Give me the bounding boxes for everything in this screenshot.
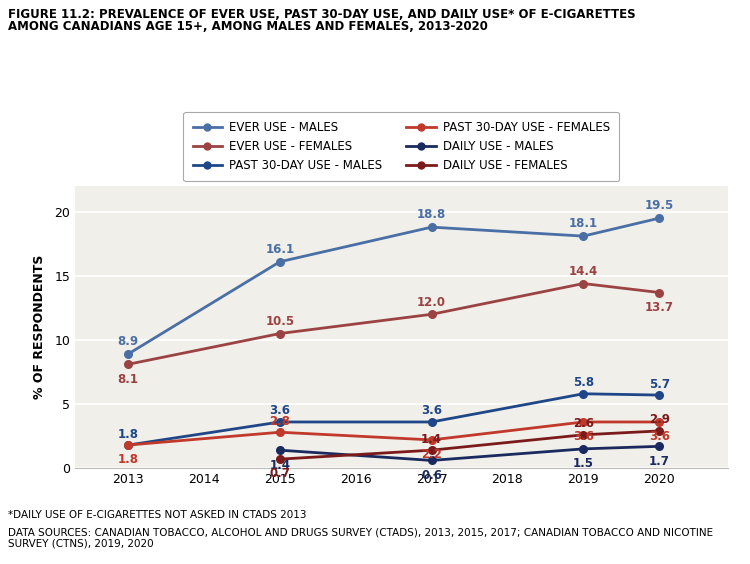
Y-axis label: % OF RESPONDENTS: % OF RESPONDENTS <box>33 255 46 399</box>
Text: *DAILY USE OF E-CIGARETTES NOT ASKED IN CTADS 2013: *DAILY USE OF E-CIGARETTES NOT ASKED IN … <box>8 510 306 521</box>
Legend: EVER USE - MALES, EVER USE - FEMALES, PAST 30-DAY USE - MALES, PAST 30-DAY USE -: EVER USE - MALES, EVER USE - FEMALES, PA… <box>183 112 620 182</box>
Text: 1.5: 1.5 <box>573 457 594 470</box>
Text: 18.8: 18.8 <box>417 208 446 222</box>
Text: 3.6: 3.6 <box>573 430 594 443</box>
Text: 13.7: 13.7 <box>645 301 674 314</box>
Text: 2.9: 2.9 <box>649 413 670 426</box>
Text: 1.4: 1.4 <box>269 459 290 472</box>
Text: 5.7: 5.7 <box>649 377 670 390</box>
Text: 5.8: 5.8 <box>573 376 594 389</box>
Text: 0.7: 0.7 <box>269 468 290 481</box>
Text: 1.4: 1.4 <box>421 433 442 446</box>
Text: DATA SOURCES: CANADIAN TOBACCO, ALCOHOL AND DRUGS SURVEY (CTADS), 2013, 2015, 20: DATA SOURCES: CANADIAN TOBACCO, ALCOHOL … <box>8 527 712 549</box>
Text: 0.6: 0.6 <box>421 469 442 482</box>
Text: AMONG CANADIANS AGE 15+, AMONG MALES AND FEMALES, 2013-2020: AMONG CANADIANS AGE 15+, AMONG MALES AND… <box>8 20 488 33</box>
Text: 1.8: 1.8 <box>118 428 139 440</box>
Text: 16.1: 16.1 <box>266 243 295 256</box>
Text: 1.8: 1.8 <box>118 453 139 466</box>
Text: 1.7: 1.7 <box>649 455 670 468</box>
Text: 2.2: 2.2 <box>422 448 442 461</box>
Text: 10.5: 10.5 <box>266 315 295 328</box>
Text: 2.8: 2.8 <box>269 415 290 428</box>
Text: 14.4: 14.4 <box>568 265 598 277</box>
Text: 8.9: 8.9 <box>118 335 139 348</box>
Text: 12.0: 12.0 <box>417 296 446 309</box>
Text: 19.5: 19.5 <box>644 200 674 213</box>
Text: FIGURE 11.2: PREVALENCE OF EVER USE, PAST 30-DAY USE, AND DAILY USE* OF E-CIGARE: FIGURE 11.2: PREVALENCE OF EVER USE, PAS… <box>8 8 635 21</box>
Text: 3.6: 3.6 <box>649 430 670 443</box>
Text: 2.6: 2.6 <box>573 417 594 430</box>
Text: 18.1: 18.1 <box>568 217 598 230</box>
Text: 3.6: 3.6 <box>269 404 290 417</box>
Text: 3.6: 3.6 <box>421 404 442 417</box>
Text: 8.1: 8.1 <box>118 373 139 386</box>
